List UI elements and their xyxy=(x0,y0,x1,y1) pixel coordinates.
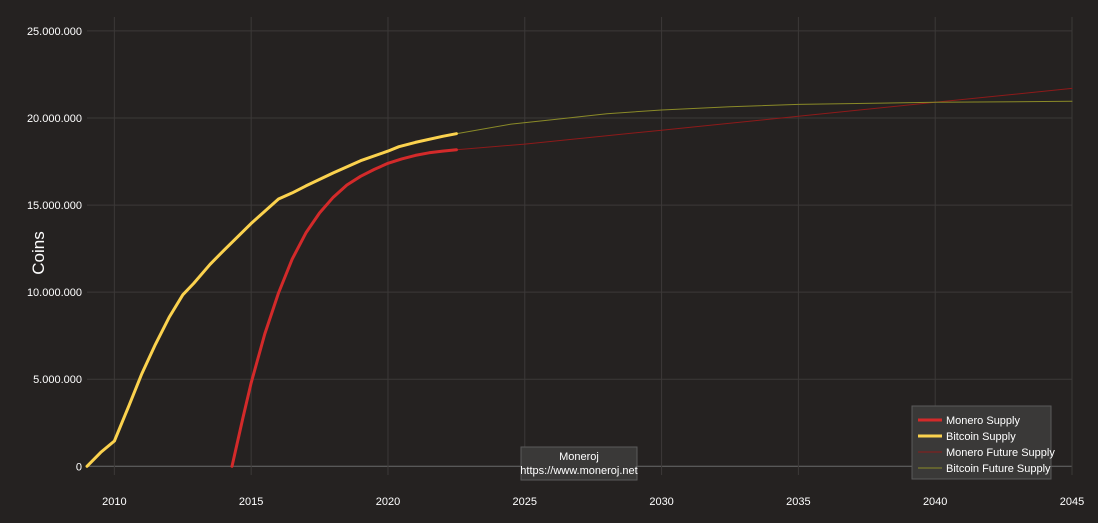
x-tick-label: 2010 xyxy=(102,496,126,508)
y-axis-ticks: 0 5.000.000 10.000.000 15.000.000 20.000.000… xyxy=(27,26,82,473)
x-tick-label: 2040 xyxy=(923,496,947,508)
series-line-bitcoin-supply xyxy=(85,132,458,468)
x-tick-label: 2045 xyxy=(1060,496,1084,508)
legend-label: Monero Future Supply xyxy=(946,447,1055,459)
y-tick-label: 25.000.000 xyxy=(27,26,82,38)
x-axis-ticks: 2010 2015 2020 2025 2030 2035 2040 2045 xyxy=(102,496,1084,508)
grid xyxy=(87,17,1073,475)
legend-label: Bitcoin Supply xyxy=(946,431,1016,443)
watermark-url: https://www.moneroj.net xyxy=(520,465,637,477)
y-axis-label: Coins xyxy=(29,231,48,274)
legend: Monero Supply Bitcoin Supply Monero Future… xyxy=(911,405,1055,480)
watermark-title: Moneroj xyxy=(559,451,599,463)
series-line-monero-future-supply xyxy=(455,87,1073,151)
x-tick-label: 2025 xyxy=(513,496,537,508)
x-tick-label: 2015 xyxy=(239,496,263,508)
y-tick-label: 5.000.000 xyxy=(33,374,82,386)
x-tick-label: 2030 xyxy=(649,496,673,508)
watermark: Moneroj https://www.moneroj.net xyxy=(520,446,638,481)
legend-label: Bitcoin Future Supply xyxy=(946,463,1051,475)
y-tick-label: 10.000.000 xyxy=(27,287,82,299)
y-tick-label: 0 xyxy=(76,461,82,473)
series-line-monero-supply xyxy=(230,148,458,468)
series-line-bitcoin-future-supply xyxy=(455,100,1073,135)
legend-box xyxy=(911,405,1052,480)
y-tick-label: 15.000.000 xyxy=(27,200,82,212)
x-tick-label: 2035 xyxy=(786,496,810,508)
legend-label: Monero Supply xyxy=(946,415,1020,427)
y-tick-label: 20.000.000 xyxy=(27,113,82,125)
series-lines xyxy=(85,87,1073,468)
x-tick-label: 2020 xyxy=(376,496,400,508)
